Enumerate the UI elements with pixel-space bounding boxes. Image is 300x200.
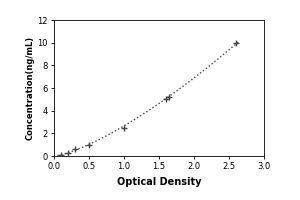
Y-axis label: Concentration(ng/mL): Concentration(ng/mL) bbox=[26, 36, 34, 140]
X-axis label: Optical Density: Optical Density bbox=[117, 177, 201, 187]
